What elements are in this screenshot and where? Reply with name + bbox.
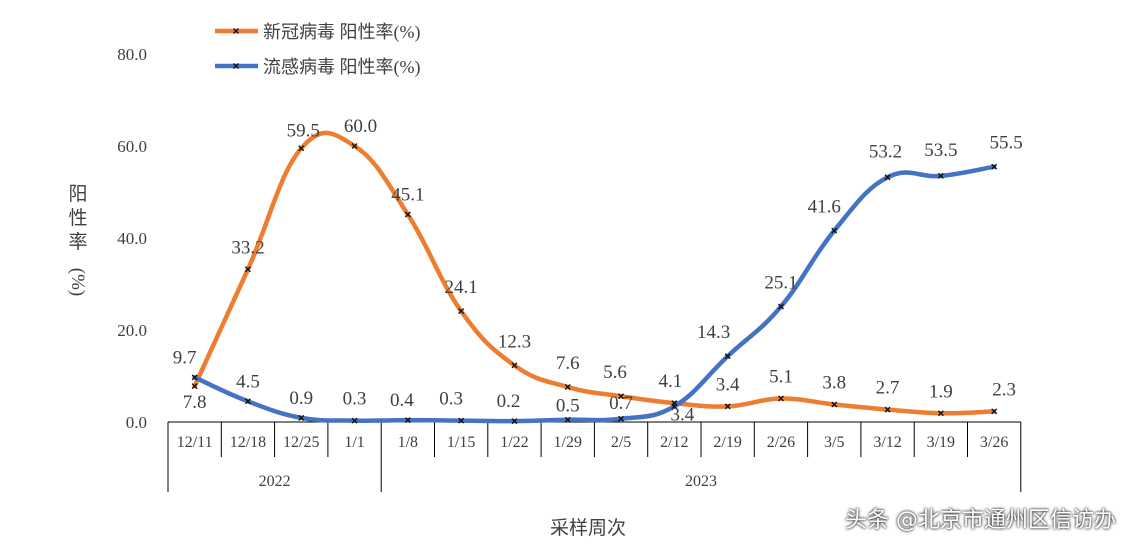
data-point-marker	[777, 303, 784, 310]
legend-label: 新冠病毒 阳性率(%)	[263, 22, 420, 43]
data-label: 4.1	[658, 371, 682, 392]
x-tick-label: 1/15	[447, 434, 475, 451]
data-label: 0.2	[497, 391, 521, 412]
data-point-marker	[724, 353, 731, 360]
data-label: 2.7	[876, 378, 900, 399]
y-tick-label: 80.0	[117, 45, 147, 64]
data-point-marker	[884, 174, 891, 181]
data-label: 14.3	[697, 322, 730, 343]
x-tick-label: 1/29	[554, 434, 582, 451]
data-label: 53.2	[869, 141, 902, 162]
year-label: 2022	[259, 473, 291, 490]
data-point-marker	[937, 172, 944, 179]
data-label: 3.4	[716, 374, 740, 395]
data-label: 45.1	[391, 185, 424, 206]
legend-marker	[233, 28, 239, 34]
series-line-covid	[192, 130, 997, 416]
data-point-marker	[191, 383, 198, 390]
data-point-marker	[831, 401, 838, 408]
x-tick-label: 2/26	[767, 434, 795, 451]
data-label: 5.6	[603, 362, 627, 383]
data-label: 3.8	[822, 373, 846, 394]
x-tick-label: 3/19	[927, 434, 955, 451]
data-label: 7.8	[183, 392, 207, 413]
data-point-marker	[671, 403, 678, 410]
data-label: 55.5	[990, 133, 1023, 154]
year-label: 2023	[685, 473, 717, 490]
data-point-marker	[511, 362, 518, 369]
y-tick-label: 40.0	[117, 229, 147, 248]
data-label: 41.6	[808, 197, 841, 218]
data-label: 12.3	[498, 331, 531, 352]
y-axis-title-char: 阳	[68, 183, 87, 205]
data-point-marker	[618, 393, 625, 400]
data-label: 2.3	[992, 379, 1016, 400]
data-point-marker	[404, 211, 411, 218]
data-point-marker	[724, 403, 731, 410]
data-label: 24.1	[445, 277, 478, 298]
data-point-marker	[244, 398, 251, 405]
data-point-marker	[298, 145, 305, 152]
data-point-marker	[351, 417, 358, 424]
y-axis-title-char: 率	[68, 231, 87, 253]
y-axis-title-char: 性	[68, 207, 87, 229]
data-label: 5.1	[769, 367, 793, 388]
data-label: 0.3	[343, 389, 367, 410]
y-tick-label: 20.0	[117, 321, 147, 340]
data-label: 1.9	[929, 381, 953, 402]
data-point-marker	[351, 143, 358, 149]
x-tick-label: 2/5	[611, 434, 631, 451]
x-tick-label: 2/19	[713, 434, 741, 451]
data-point-marker	[191, 374, 198, 381]
data-label: 60.0	[344, 116, 377, 137]
x-axis-title: 采样周次	[550, 517, 626, 539]
x-tick-label: 2/12	[660, 434, 688, 451]
data-label: 3.4	[670, 404, 694, 425]
legend-label: 流感病毒 阳性率(%)	[263, 57, 420, 78]
data-label: 59.5	[287, 120, 320, 141]
x-tick-label: 12/25	[283, 434, 319, 451]
data-point-marker	[618, 415, 625, 422]
x-tick-label: 3/12	[873, 434, 901, 451]
data-label: 0.7	[609, 393, 633, 414]
data-point-marker	[777, 395, 784, 402]
series-line-flu	[192, 164, 997, 424]
data-point-marker	[564, 384, 571, 391]
data-label: 0.4	[390, 390, 414, 411]
data-label: 53.5	[924, 140, 957, 161]
data-point-marker	[564, 416, 571, 423]
data-point-marker	[458, 417, 465, 424]
x-tick-label: 1/8	[398, 434, 418, 451]
x-tick-label: 3/5	[824, 434, 844, 451]
y-tick-label: 0.0	[126, 413, 147, 432]
data-point-marker	[298, 414, 305, 421]
x-tick-label: 1/1	[344, 434, 364, 451]
x-tick-label: 3/26	[980, 434, 1008, 451]
x-tick-label: 12/18	[230, 434, 266, 451]
data-point-marker	[831, 227, 838, 234]
y-tick-label: 60.0	[117, 137, 147, 156]
data-point-marker	[458, 308, 465, 315]
x-tick-label: 12/11	[177, 434, 213, 451]
data-label: 4.5	[236, 371, 260, 392]
data-point-marker	[884, 406, 891, 413]
data-point-marker	[991, 163, 998, 170]
data-point-marker	[937, 410, 944, 417]
watermark: 头条 @北京市通州区信访办	[845, 508, 1116, 533]
data-label: 7.6	[556, 353, 580, 374]
data-label: 0.5	[556, 396, 580, 417]
data-point-marker	[244, 266, 251, 273]
x-tick-label: 1/22	[500, 434, 528, 451]
data-label: 0.9	[289, 388, 313, 409]
data-point-marker	[511, 418, 518, 425]
y-axis-title-unit: (%)	[67, 268, 88, 296]
legend-marker	[233, 63, 239, 69]
data-label: 0.3	[439, 389, 463, 410]
data-point-marker	[991, 408, 998, 415]
data-label: 33.2	[231, 237, 264, 258]
data-point-marker	[404, 417, 411, 424]
data-label: 9.7	[173, 347, 197, 368]
data-label: 25.1	[764, 273, 797, 294]
